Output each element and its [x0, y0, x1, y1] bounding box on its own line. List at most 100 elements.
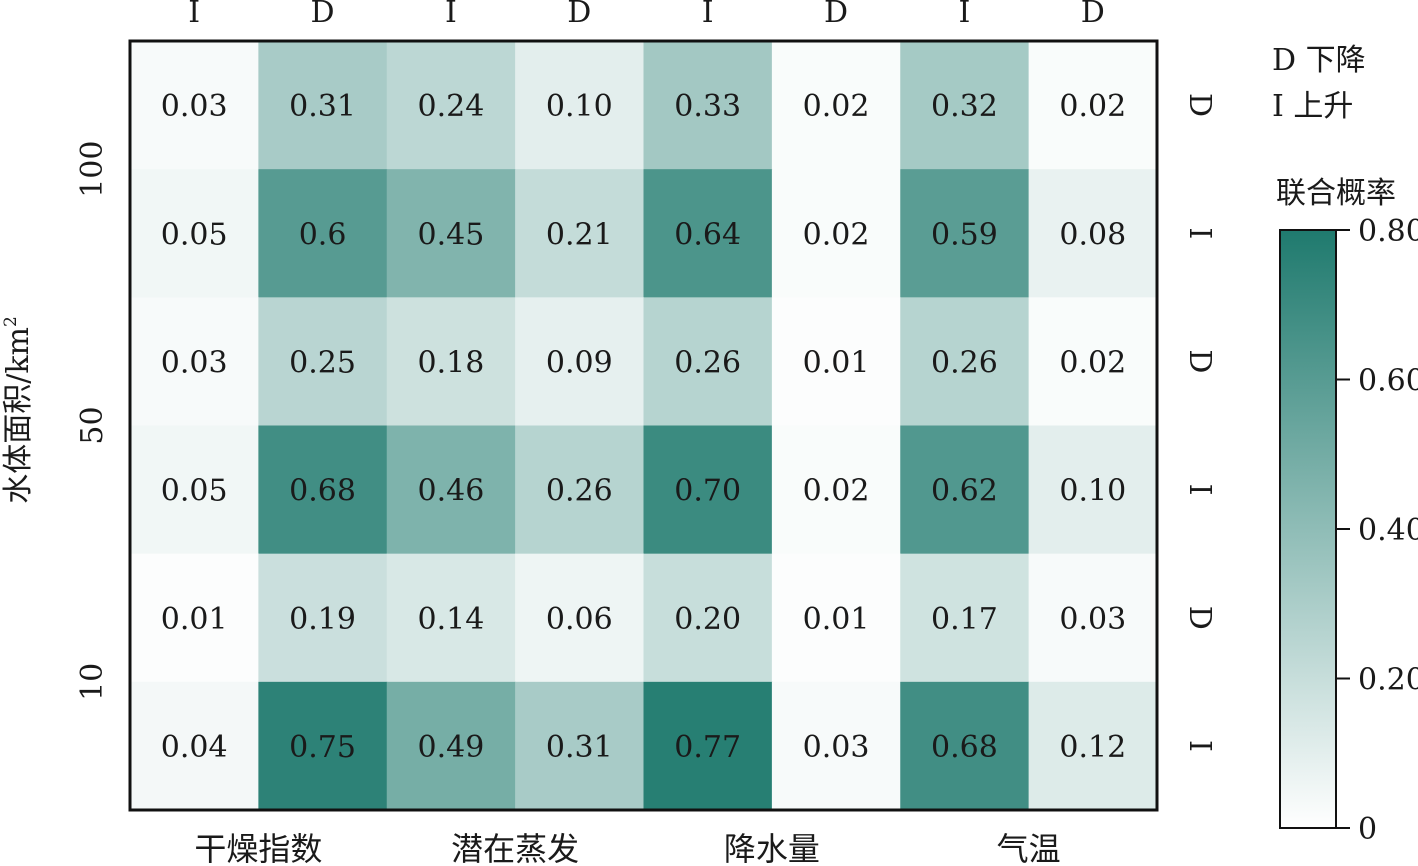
cell-value-label: 0.77 [674, 730, 741, 765]
heatmap-cell [771, 425, 901, 555]
heatmap-cell [386, 553, 516, 683]
y-group-label: 100 [75, 141, 110, 198]
heatmap-cell [386, 425, 516, 555]
heatmap-cell [1028, 169, 1158, 298]
colorbar: 联合概率 0 0.20 0.40 0.60 0.80 [1276, 176, 1418, 847]
heatmap-cell [900, 41, 1030, 170]
heatmap-cell [900, 297, 1030, 426]
x-group-label: 降水量 [724, 830, 820, 866]
cell-value-label: 0.26 [674, 345, 741, 380]
top-axis-label: I [188, 0, 200, 30]
cell-value-label: 0.49 [418, 730, 485, 765]
cell-value-label: 0.02 [1059, 345, 1126, 380]
heatmap-cell [386, 297, 516, 426]
cell-value-label: 0.04 [161, 730, 228, 765]
cell-value-label: 0.17 [931, 602, 998, 637]
colorbar-title: 联合概率 [1276, 176, 1396, 211]
heatmap-cell [515, 425, 644, 555]
cell-value-label: 0.02 [803, 474, 870, 509]
cell-value-label: 0.32 [931, 89, 998, 124]
heatmap-cell [130, 553, 259, 683]
top-axis-label: D [311, 0, 335, 30]
cell-value-label: 0.68 [931, 730, 998, 765]
heatmap-cell [386, 41, 516, 170]
heatmap-cell [1028, 41, 1158, 170]
cell-value-label: 0.59 [931, 217, 998, 252]
cell-value-label: 0.25 [289, 345, 356, 380]
cell-value-label: 0.75 [289, 730, 356, 765]
top-axis-label: D [1081, 0, 1105, 30]
heatmap-cell [386, 681, 516, 811]
top-axis-label: I [702, 0, 714, 30]
cell-value-label: 0.31 [546, 730, 613, 765]
cell-value-label: 0.24 [418, 89, 485, 124]
heatmap-cell [515, 297, 644, 426]
y-axis-title: 水体面积/km2 [1, 316, 36, 504]
cell-value-label: 0.21 [546, 217, 613, 252]
heatmap-cell [900, 425, 1030, 555]
cell-value-label: 0.26 [931, 345, 998, 380]
cell-value-label: 0.6 [299, 217, 347, 252]
right-axis-label: I [1182, 484, 1217, 496]
heatmap-cell [258, 169, 388, 298]
x-group-label: 气温 [997, 830, 1061, 866]
cell-value-label: 0.01 [803, 602, 870, 637]
cell-value-label: 0.33 [674, 89, 741, 124]
heatmap-cell [643, 169, 773, 298]
heatmap-cell [1028, 297, 1158, 426]
cell-value-label: 0.45 [418, 217, 485, 252]
cell-value-label: 0.01 [803, 345, 870, 380]
colorbar-tick-label: 0.60 [1358, 364, 1418, 399]
heatmap-cell [771, 169, 901, 298]
plot-frame [128, 39, 1159, 812]
cell-value-label: 0.10 [1059, 474, 1126, 509]
heatmap-cell [258, 553, 388, 683]
cell-value-label: 0.08 [1059, 217, 1126, 252]
cell-value-label: 0.46 [418, 474, 485, 509]
heatmap-cell [771, 681, 901, 811]
cell-value-label: 0.12 [1059, 730, 1126, 765]
right-axis-label: I [1182, 227, 1217, 239]
right-axis-label: D [1182, 606, 1217, 630]
heatmap-cell [1028, 681, 1158, 811]
heatmap-cell [515, 169, 644, 298]
top-axis-label: D [824, 0, 848, 30]
right-axis-label: D [1182, 349, 1217, 373]
y-axis-title-text: 水体面积/km [1, 327, 36, 504]
heatmap-value-labels: 0.03 0.31 0.24 0.10 0.33 0.02 0.32 0.02 0.05 0.6 0… [161, 89, 1126, 765]
heatmap-cells [130, 41, 1158, 811]
y-axis-title-superscript: 2 [1, 316, 21, 327]
left-axis-tick-labels: 100 50 10 [75, 141, 110, 701]
heatmap-cell [643, 681, 773, 811]
heatmap-cell [1028, 553, 1158, 683]
cell-value-label: 0.03 [803, 730, 870, 765]
heatmap-cell [130, 297, 259, 426]
cell-value-label: 0.03 [1059, 602, 1126, 637]
cell-value-label: 0.20 [674, 602, 741, 637]
bottom-axis-group-labels: 干燥指数 潜在蒸发 降水量 气温 [194, 830, 1060, 866]
heatmap-cell [258, 297, 388, 426]
heatmap-cell [515, 681, 644, 811]
cell-value-label: 0.03 [161, 89, 228, 124]
heatmap-cell [771, 41, 901, 170]
colorbar-tick-label: 0.40 [1358, 513, 1418, 548]
cell-value-label: 0.19 [289, 602, 356, 637]
cell-value-label: 0.10 [546, 89, 613, 124]
cell-value-label: 0.70 [674, 474, 741, 509]
heatmap-cell [386, 169, 516, 298]
x-group-label: 干燥指数 [194, 830, 322, 866]
top-axis-label: I [959, 0, 971, 30]
heatmap-cell [900, 681, 1030, 811]
top-axis-label: I [445, 0, 457, 30]
right-axis-label: D [1182, 93, 1217, 117]
cell-value-label: 0.05 [161, 217, 228, 252]
cell-value-label: 0.01 [161, 602, 228, 637]
heatmap-cell [515, 553, 644, 683]
heatmap-cell [900, 553, 1030, 683]
cell-value-label: 0.09 [546, 345, 613, 380]
right-axis-label: I [1182, 740, 1217, 752]
right-axis-labels: D I D I D I [1182, 93, 1217, 752]
cell-value-label: 0.18 [418, 345, 485, 380]
